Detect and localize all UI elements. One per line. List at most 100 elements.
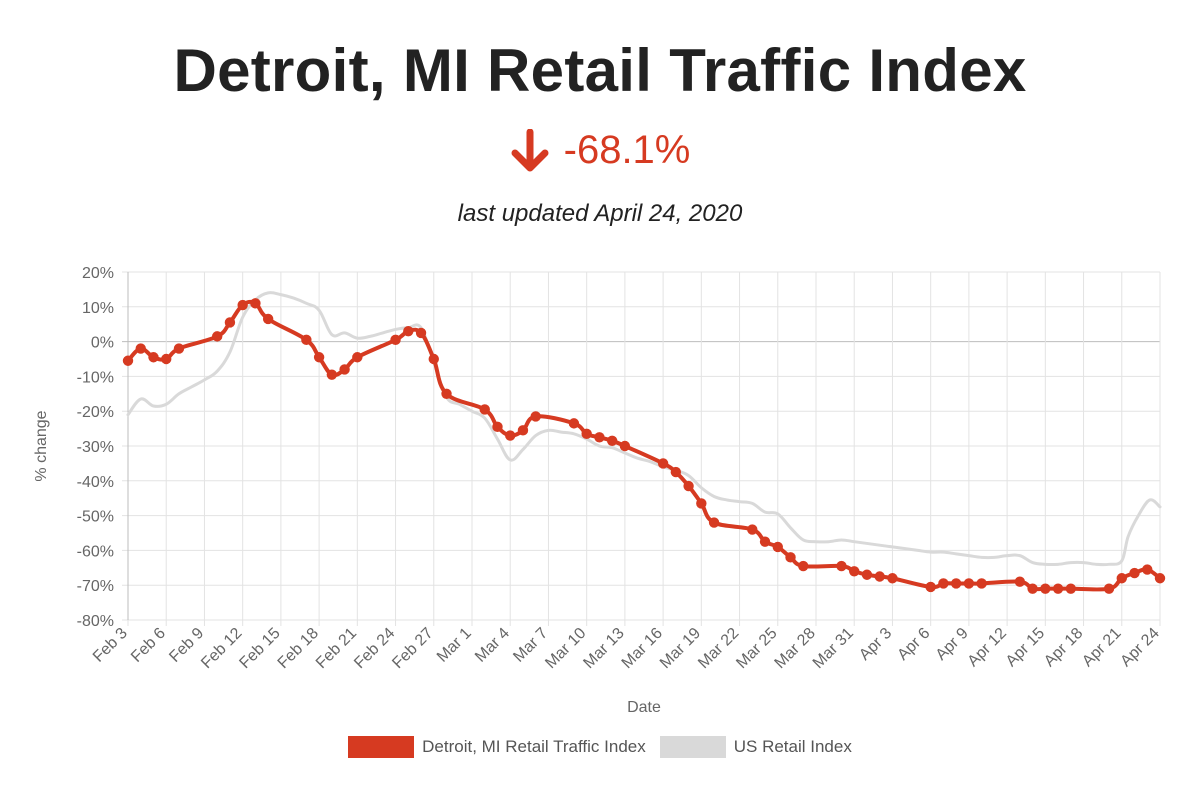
legend-swatch-detroit [348, 736, 415, 758]
grid-layer [122, 271, 1161, 626]
detroit-data-point[interactable] [390, 334, 401, 346]
detroit-data-point[interactable] [262, 313, 274, 325]
x-tick-label: Feb 21 [313, 625, 360, 672]
change-value: -68.1% [563, 128, 691, 172]
x-tick-label: Mar 22 [695, 625, 742, 672]
detroit-data-point[interactable] [619, 440, 631, 452]
us-series-line [126, 291, 1162, 567]
y-tick-label: -30% [77, 439, 114, 456]
detroit-data-point[interactable] [1129, 567, 1140, 579]
change-indicator: -68.1% [0, 128, 1200, 173]
x-tick-label: Apr 24 [1117, 625, 1162, 670]
detroit-data-point[interactable] [708, 517, 720, 528]
detroit-data-point[interactable] [301, 334, 312, 346]
detroit-data-point[interactable] [950, 578, 962, 589]
legend-item-us[interactable]: US Retail Index [659, 736, 852, 758]
legend-label-us: US Retail Index [733, 737, 852, 756]
detroit-data-point[interactable] [1142, 564, 1153, 575]
y-tick-label: 0% [91, 335, 114, 352]
detroit-data-point[interactable] [670, 466, 682, 478]
detroit-data-point[interactable] [352, 352, 363, 363]
y-tick-label: -10% [77, 369, 114, 386]
detroit-data-point[interactable] [211, 331, 223, 342]
detroit-data-point[interactable] [122, 355, 134, 366]
detroit-data-point[interactable] [849, 566, 860, 577]
x-tick-label: Mar 1 [434, 625, 475, 666]
x-tick-label: Apr 15 [1003, 625, 1048, 670]
detroit-data-point[interactable] [798, 560, 809, 572]
detroit-data-point[interactable] [403, 325, 414, 337]
detroit-data-point[interactable] [135, 343, 146, 354]
y-tick-label: -60% [77, 543, 114, 560]
detroit-data-point[interactable] [861, 569, 873, 580]
y-axis-label: % change [33, 410, 50, 481]
x-tick-label: Feb 3 [90, 625, 131, 666]
detroit-data-point[interactable] [505, 430, 516, 441]
detroit-data-point[interactable] [530, 411, 541, 422]
detroit-data-point[interactable] [568, 418, 580, 429]
detroit-data-point[interactable] [148, 352, 159, 363]
x-tick-label: Mar 25 [733, 625, 780, 672]
detroit-data-point[interactable] [683, 480, 694, 492]
detroit-data-point[interactable] [1014, 576, 1026, 587]
x-tick-label: Feb 12 [198, 625, 245, 672]
arrow-down-icon [510, 128, 550, 173]
detroit-data-point[interactable] [606, 435, 618, 446]
detroit-data-point[interactable] [224, 317, 236, 328]
detroit-data-point[interactable] [161, 353, 172, 365]
detroit-data-point[interactable] [747, 524, 758, 535]
detroit-data-point[interactable] [339, 364, 350, 375]
detroit-data-point[interactable] [1027, 583, 1038, 594]
detroit-data-point[interactable] [836, 560, 847, 572]
detroit-data-point[interactable] [887, 573, 898, 584]
detroit-data-point[interactable] [517, 425, 529, 436]
y-tick-label: -20% [77, 404, 114, 421]
detroit-data-point[interactable] [1154, 573, 1166, 584]
detroit-data-point[interactable] [428, 353, 439, 365]
detroit-data-point[interactable] [772, 541, 783, 553]
detroit-data-point[interactable] [326, 369, 338, 380]
detroit-data-point[interactable] [1040, 583, 1051, 594]
detroit-data-point[interactable] [759, 536, 771, 547]
x-tick-label: Apr 6 [894, 625, 933, 664]
detroit-data-point[interactable] [925, 581, 936, 593]
detroit-data-point[interactable] [479, 404, 490, 415]
x-tick-label: Feb 24 [351, 625, 398, 672]
x-tick-label: Mar 10 [542, 625, 589, 672]
detroit-data-point[interactable] [237, 299, 248, 311]
x-tick-label: Feb 18 [275, 625, 322, 672]
detroit-data-point[interactable] [874, 571, 885, 582]
detroit-data-point[interactable] [1103, 583, 1115, 594]
x-tick-label: Apr 12 [965, 625, 1010, 670]
x-tick-label: Mar 16 [619, 625, 666, 672]
legend-swatch-us [659, 736, 726, 758]
line-chart: 20% 10% 0% -10% -20% -30% -40% -50% -60% -70% -80%… [33, 265, 1166, 716]
x-axis-label: Date [627, 699, 661, 716]
detroit-data-point[interactable] [1052, 583, 1064, 594]
detroit-data-point[interactable] [594, 432, 605, 443]
x-tick-label: Mar 31 [810, 625, 857, 672]
detroit-data-point[interactable] [581, 428, 592, 440]
detroit-data-point[interactable] [441, 388, 452, 399]
legend-item-detroit[interactable]: Detroit, MI Retail Traffic Index [348, 736, 646, 758]
detroit-data-point[interactable] [657, 458, 669, 469]
x-tick-label: Mar 19 [657, 625, 704, 672]
detroit-data-point[interactable] [696, 498, 707, 509]
x-tick-label: Mar 4 [472, 625, 513, 666]
detroit-data-point[interactable] [415, 327, 427, 339]
detroit-data-point[interactable] [173, 343, 185, 354]
detroit-data-point[interactable] [1065, 583, 1077, 594]
detroit-data-point[interactable] [963, 578, 975, 589]
detroit-data-point[interactable] [938, 578, 949, 589]
detroit-data-point[interactable] [976, 578, 987, 589]
detroit-data-point[interactable] [1116, 573, 1127, 584]
detroit-data-point[interactable] [492, 421, 503, 433]
x-tick-label: Feb 15 [236, 625, 283, 672]
x-tick-label: Apr 21 [1079, 625, 1124, 670]
detroit-data-point[interactable] [785, 552, 796, 563]
detroit-data-point[interactable] [313, 352, 325, 363]
y-tick-label: -40% [77, 474, 114, 491]
y-tick-label: 20% [82, 265, 114, 282]
detroit-data-point[interactable] [250, 298, 261, 309]
